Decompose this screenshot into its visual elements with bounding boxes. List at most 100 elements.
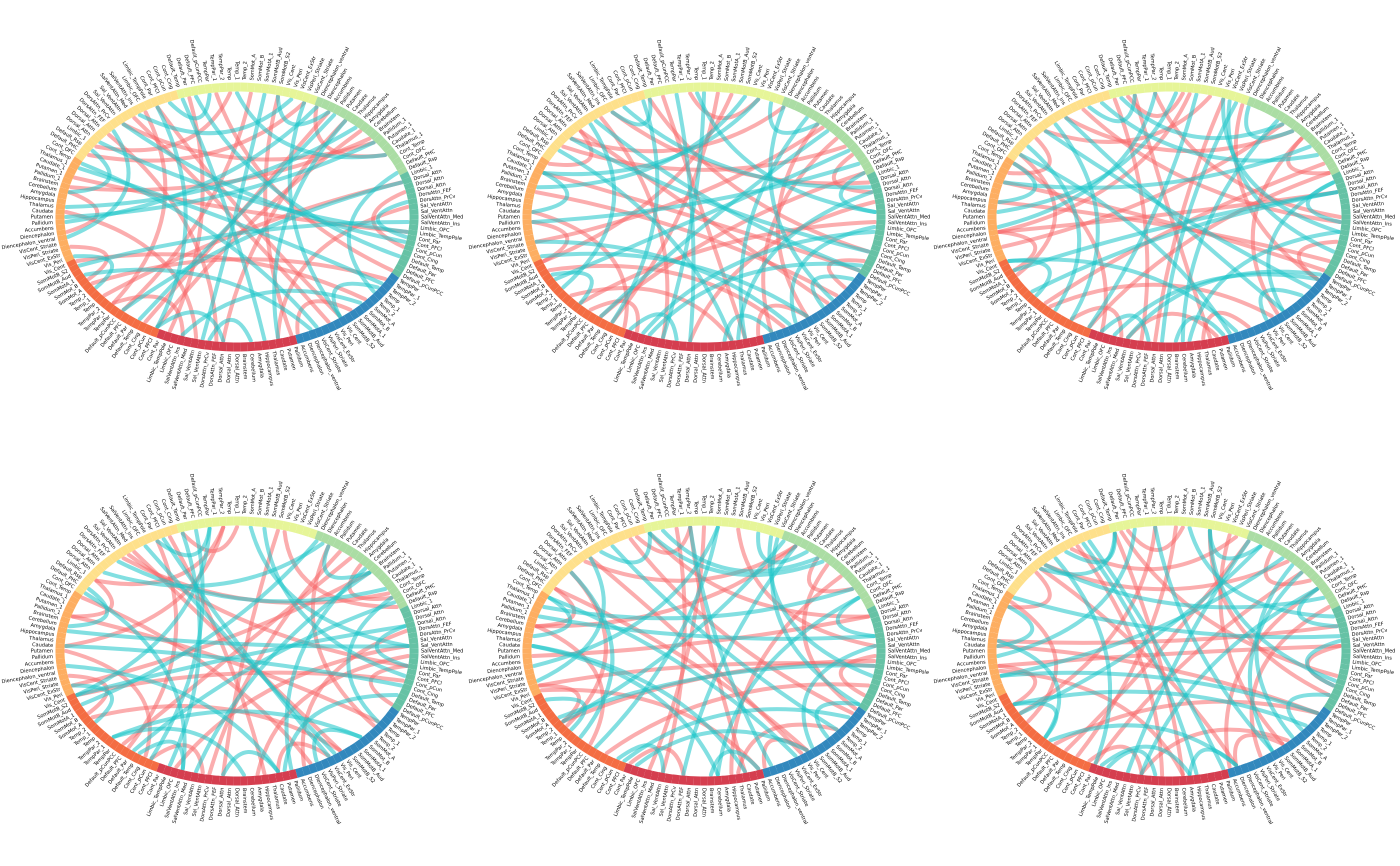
negative-link-13	[284, 566, 367, 771]
node-segment-88	[1227, 90, 1237, 101]
node-segment-77	[1150, 516, 1159, 527]
node-segment-96	[810, 544, 822, 556]
node-segment-43	[523, 631, 534, 639]
negative-link-13	[137, 113, 337, 321]
node-label: Amygdala	[962, 189, 988, 199]
negative-link-23	[67, 148, 112, 195]
node-segment-71	[176, 88, 186, 99]
node-segment-48	[995, 605, 1007, 615]
node-segment-131	[384, 711, 396, 722]
node-segment-36	[57, 668, 68, 676]
node-segment-16	[1063, 318, 1074, 330]
node-segment-24	[90, 723, 101, 735]
node-segment-104	[1313, 576, 1324, 587]
node-segment-146	[1240, 329, 1250, 340]
negative-link-16	[1221, 97, 1341, 234]
node-segment-128	[861, 697, 873, 707]
node-segment-14	[610, 758, 621, 770]
node-segment-56	[1022, 567, 1033, 579]
node-segment-30	[535, 263, 547, 273]
node-label: Limbic_TempPole	[419, 665, 462, 676]
positive-link-26	[1233, 733, 1285, 768]
node-segment-24	[557, 289, 568, 301]
node-segment-131	[851, 277, 863, 288]
negative-link-24	[599, 531, 652, 565]
node-segment-146	[775, 329, 785, 340]
node-segment-27	[545, 277, 557, 288]
node-segment-134	[1305, 723, 1316, 735]
node-segment-66	[143, 98, 154, 110]
node-label: DorsAttn_FEF	[1140, 787, 1150, 821]
node-segment-150	[748, 336, 758, 348]
node-segment-20	[576, 305, 587, 317]
negative-link-29	[999, 556, 1285, 678]
node-label: Sal_VentAttn	[1352, 201, 1384, 210]
node-segment-97	[816, 114, 827, 126]
positive-link-12	[1218, 533, 1285, 746]
node-label: Thalamus	[495, 635, 521, 643]
node-segment-13	[616, 760, 627, 772]
node-segment-91	[781, 530, 792, 542]
negative-link-20	[531, 644, 720, 777]
node-segment-155	[1179, 775, 1188, 786]
node-segment-26	[82, 715, 93, 726]
node-segment-8	[1115, 770, 1125, 782]
node-segment-49	[66, 166, 77, 176]
node-segment-27	[78, 711, 90, 722]
node-segment-130	[855, 706, 867, 717]
node-label: Caudate	[964, 642, 985, 649]
node-segment-133	[377, 285, 389, 297]
node-label: Cerebellum	[960, 181, 989, 193]
node-segment-89	[768, 526, 779, 537]
node-label: SomMotA_1	[731, 486, 742, 516]
node-label: Temp	[1158, 66, 1165, 81]
node-segment-47	[528, 610, 540, 619]
node-segment-56	[1022, 133, 1033, 145]
node-segment-13	[1081, 760, 1092, 772]
negative-link-24	[1064, 531, 1117, 565]
node-segment-103	[844, 137, 856, 149]
node-segment-124	[403, 244, 414, 253]
node-segment-114	[873, 626, 884, 634]
node-segment-138	[1286, 739, 1297, 751]
node-label: Caudate	[964, 208, 985, 215]
node-segment-58	[566, 559, 577, 571]
node-segment-15	[1069, 321, 1080, 333]
positive-link-3	[578, 220, 877, 305]
node-segment-147	[301, 331, 312, 342]
node-label: DorsAttn_PrCv	[886, 194, 922, 204]
node-segment-13	[1081, 326, 1092, 338]
node-segment-142	[799, 318, 810, 330]
node-segment-49	[533, 166, 544, 176]
node-segment-83	[261, 517, 270, 528]
node-label: Temp_2	[709, 495, 716, 515]
node-segment-42	[55, 637, 66, 644]
node-segment-89	[1233, 526, 1244, 537]
node-segment-115	[1339, 197, 1350, 205]
node-segment-70	[636, 524, 646, 535]
node-segment-51	[1003, 590, 1015, 600]
node-label: Caudate	[1210, 349, 1221, 371]
node-segment-36	[524, 234, 535, 242]
node-segment-107	[858, 156, 870, 166]
node-segment-23	[1026, 727, 1038, 739]
node-segment-15	[604, 755, 615, 767]
negative-link-18	[768, 105, 834, 302]
node-segment-46	[60, 615, 71, 624]
node-segment-72	[1115, 86, 1125, 98]
node-segment-121	[874, 229, 885, 237]
node-segment-60	[576, 551, 587, 563]
node-segment-98	[354, 117, 365, 129]
node-segment-87	[1220, 522, 1230, 533]
node-label: DorsAttn_PrCv	[1131, 352, 1143, 388]
node-segment-91	[314, 96, 325, 108]
node-segment-76	[1143, 517, 1152, 527]
node-label: Pallidum	[32, 654, 54, 661]
node-segment-75	[1136, 83, 1145, 94]
negative-link-28	[1187, 747, 1238, 777]
node-segment-63	[1057, 107, 1068, 119]
negative-link-8	[569, 570, 615, 739]
negative-link-16	[77, 220, 410, 268]
node-segment-34	[527, 678, 538, 687]
node-segment-76	[678, 83, 687, 93]
